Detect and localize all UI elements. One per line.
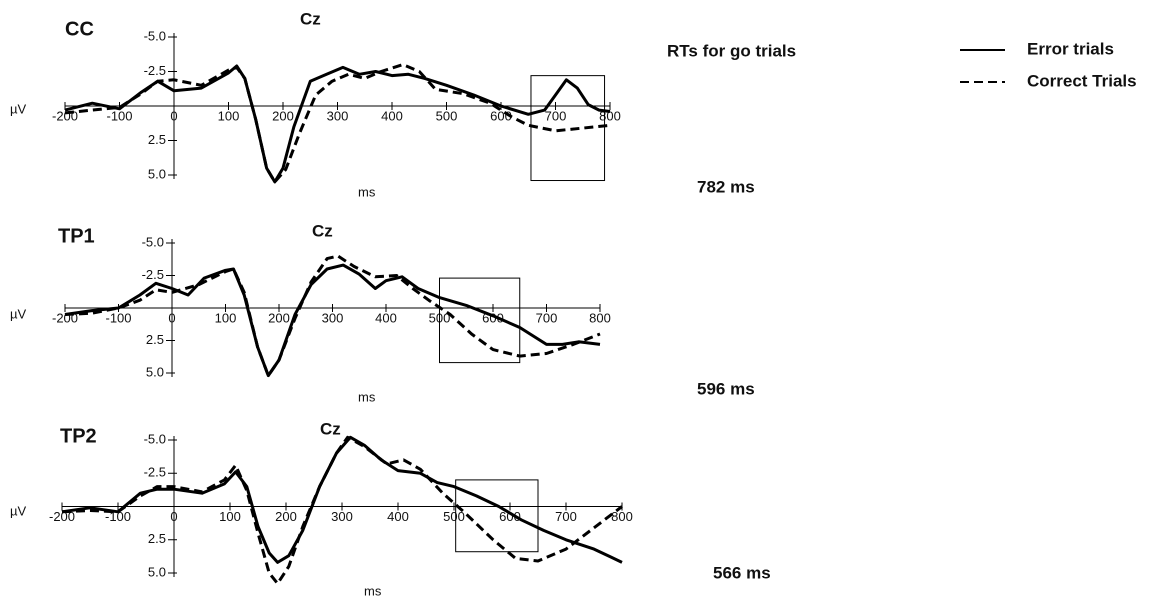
y-tick-label: 5.0 (146, 364, 164, 379)
x-tick-label: 400 (381, 108, 403, 123)
y-tick-label: -5.0 (142, 234, 164, 249)
y-tick-label: -5.0 (144, 28, 166, 43)
x-axis-label: ms (358, 389, 376, 404)
x-tick-label: 0 (168, 310, 175, 325)
y-tick-label: -2.5 (144, 63, 166, 78)
erp-line (64, 64, 611, 184)
y-axis-label: µV (10, 503, 26, 518)
x-tick-label: 100 (219, 509, 241, 524)
erp-line (61, 435, 623, 586)
x-tick-label: -200 (52, 108, 78, 123)
x-tick-label: 500 (443, 509, 465, 524)
chart-title: CC (65, 18, 94, 40)
x-tick-label: 0 (170, 108, 177, 123)
y-tick-label: 5.0 (148, 166, 166, 181)
x-tick-label: 0 (170, 509, 177, 524)
y-tick-label: -2.5 (142, 267, 164, 282)
erp-line (61, 435, 623, 564)
highlight-box (455, 479, 539, 553)
x-tick-label: 800 (611, 509, 633, 524)
channel-label: Cz (312, 221, 333, 240)
rt-heading: RTs for go trials (667, 41, 796, 60)
x-tick-label: 300 (322, 310, 344, 325)
x-axis-label: ms (364, 583, 382, 596)
x-tick-label: 200 (268, 310, 290, 325)
y-axis-label: µV (10, 306, 26, 321)
chart-title: TP2 (60, 425, 97, 447)
x-axis-label: ms (358, 184, 376, 199)
rt-label: 782 ms (697, 177, 755, 196)
x-tick-label: 800 (589, 310, 611, 325)
erp-line (64, 254, 601, 378)
y-axis-label: µV (10, 101, 26, 116)
y-tick-label: 2.5 (148, 132, 166, 147)
rt-label: 596 ms (697, 379, 755, 398)
x-tick-label: 200 (275, 509, 297, 524)
erp-line (64, 263, 601, 378)
rt-label: 566 ms (713, 563, 771, 582)
x-tick-label: -100 (106, 108, 132, 123)
chart-title: TP1 (58, 225, 95, 247)
channel-label: Cz (300, 9, 321, 28)
x-tick-label: 300 (331, 509, 353, 524)
highlight-box (439, 277, 521, 364)
y-tick-label: -5.0 (144, 431, 166, 446)
x-tick-label: -100 (105, 310, 131, 325)
x-tick-label: 200 (272, 108, 294, 123)
y-tick-label: 2.5 (146, 332, 164, 347)
x-tick-label: 500 (436, 108, 458, 123)
x-tick-label: 400 (375, 310, 397, 325)
x-tick-label: 300 (327, 108, 349, 123)
x-tick-label: 700 (536, 310, 558, 325)
x-tick-label: 100 (218, 108, 240, 123)
x-tick-label: 100 (215, 310, 237, 325)
y-tick-label: 2.5 (148, 531, 166, 546)
x-tick-label: 700 (545, 108, 567, 123)
y-tick-label: 5.0 (148, 564, 166, 579)
x-tick-label: 600 (499, 509, 521, 524)
highlight-box (530, 75, 606, 182)
legend-label: Error trials (1027, 39, 1114, 58)
legend-label: Correct Trials (1027, 71, 1137, 90)
y-tick-label: -2.5 (144, 465, 166, 480)
x-tick-label: 700 (555, 509, 577, 524)
x-tick-label: 400 (387, 509, 409, 524)
erp-line (64, 63, 611, 184)
channel-label: Cz (320, 419, 341, 438)
